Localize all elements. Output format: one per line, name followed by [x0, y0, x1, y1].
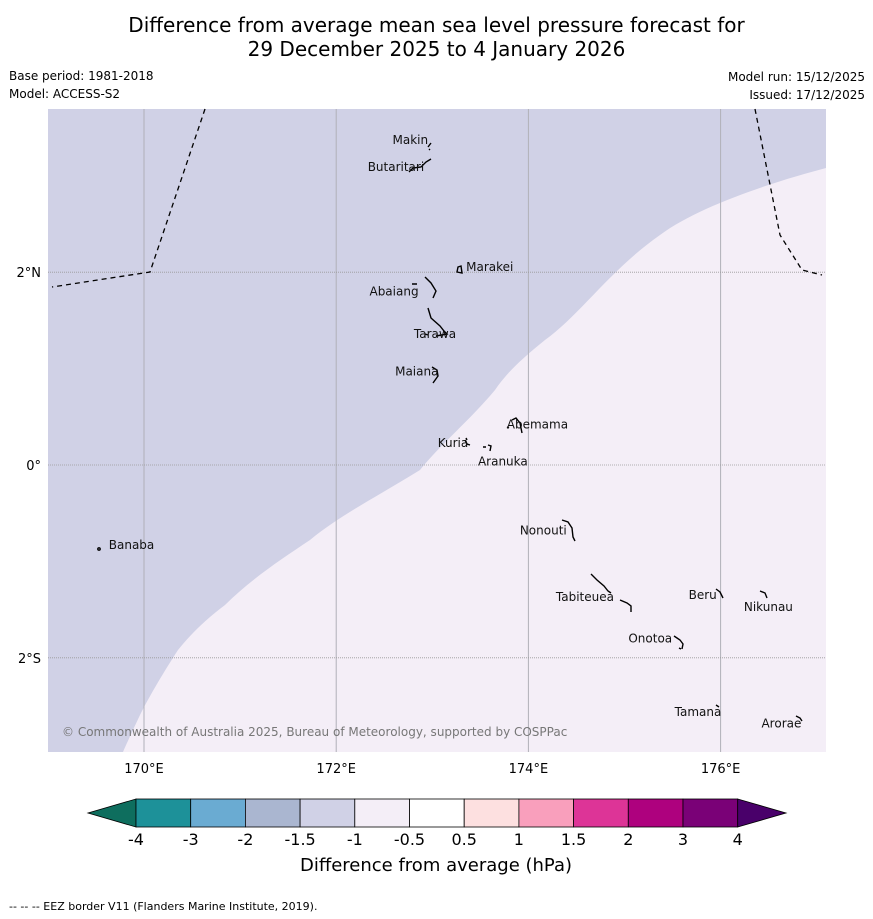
place-label: Marakei	[466, 260, 513, 274]
island-tamana	[715, 704, 720, 708]
colorbar	[86, 798, 788, 828]
colorbar-segment	[627, 798, 684, 828]
island-marakei	[456, 265, 463, 274]
colorbar-under-arrow	[86, 798, 137, 828]
colorbar-segment	[409, 798, 465, 828]
colorbar-segment	[518, 798, 575, 828]
island-beru	[715, 588, 724, 599]
island-arorae	[795, 715, 803, 722]
title-line-1: Difference from average mean sea level p…	[128, 13, 745, 37]
colorbar-tick: 1.5	[561, 830, 586, 849]
colorbar-segment	[190, 798, 246, 828]
place-label: Tabiteuea	[555, 590, 614, 604]
place-label: Butaritari	[368, 160, 425, 174]
colorbar-segment	[244, 798, 301, 828]
eez-border-east	[754, 108, 823, 276]
grid-lines	[48, 109, 826, 752]
colorbar-tick: -4	[128, 830, 144, 849]
colorbar-tick: 3	[678, 830, 688, 849]
colorbar-tick: -1	[347, 830, 363, 849]
place-label: Banaba	[109, 538, 155, 552]
x-axis-labels: 170°E 172°E 174°E 176°E	[124, 762, 740, 777]
colorbar-segment	[682, 798, 739, 828]
island-nikunau	[759, 590, 768, 599]
map-figure: Makin Butaritari Marakei Abaiang Tarawa Maian…	[17, 108, 826, 876]
colorbar-tick-labels: -4 -3 -2 -1.5 -1 -0.5 0.5 1 1.5 2 3 4	[128, 830, 743, 849]
base-period: Base period: 1981-2018	[9, 69, 154, 83]
colorbar-tick: -0.5	[394, 830, 425, 849]
place-label: Maiana	[395, 364, 438, 378]
colorbar-label: Difference from average (hPa)	[300, 855, 572, 876]
place-label: Abemama	[507, 417, 568, 431]
place-label: Aranuka	[478, 455, 528, 469]
island-nonouti	[561, 519, 576, 542]
island-maiana	[431, 366, 439, 384]
place-label: Arorae	[761, 716, 801, 730]
colorbar-tick: 4	[733, 830, 743, 849]
x-tick-label: 172°E	[316, 762, 356, 777]
island-outlines	[97, 142, 803, 722]
place-label: Nikunau	[744, 600, 793, 614]
eez-footnote: -- -- -- EEZ border V11 (Flanders Marine…	[9, 900, 318, 913]
colorbar-segment	[354, 798, 410, 828]
colorbar-segment	[573, 798, 629, 828]
x-tick-label: 176°E	[701, 762, 741, 777]
place-label: Kuria	[438, 436, 469, 450]
y-tick-label: 2°S	[18, 652, 41, 667]
colorbar-segment	[463, 798, 520, 828]
eez-border-west	[51, 108, 206, 288]
title-line-2: 29 December 2025 to 4 January 2026	[247, 37, 626, 61]
island-kuria	[464, 437, 471, 446]
colorbar-segment	[135, 798, 192, 828]
island-butaritari	[408, 158, 432, 173]
colorbar-tick: 2	[623, 830, 633, 849]
place-label: Onotoa	[628, 632, 672, 646]
place-label: Tamana	[674, 705, 722, 719]
place-label: Nonouti	[520, 524, 567, 538]
place-labels: Makin Butaritari Marakei Abaiang Tarawa Maian…	[109, 133, 802, 730]
model-run: Model run: 15/12/2025	[727, 70, 865, 84]
y-tick-label: 0°	[26, 459, 41, 474]
island-abaiang	[412, 276, 437, 299]
island-onotoa	[673, 635, 684, 650]
island-makin	[427, 142, 432, 151]
colorbar-segment	[299, 798, 356, 828]
colorbar-tick: -3	[183, 830, 199, 849]
issued-date: Issued: 17/12/2025	[749, 88, 865, 102]
y-tick-label: 2°N	[17, 266, 42, 281]
copyright-text: © Commonwealth of Australia 2025, Bureau…	[62, 725, 567, 739]
place-label: Abaiang	[369, 284, 418, 298]
field-region-light	[123, 168, 826, 752]
y-axis-labels: 2°N 0° 2°S	[17, 266, 42, 667]
colorbar-tick: 1	[514, 830, 524, 849]
island-tabiteuea	[590, 573, 632, 612]
colorbar-tick: -2	[237, 830, 253, 849]
island-abemama	[506, 417, 523, 434]
colorbar-tick: 0.5	[451, 830, 476, 849]
colorbar-tick: -1.5	[284, 830, 315, 849]
place-label: Beru	[689, 588, 717, 602]
place-label: Makin	[392, 133, 428, 147]
island-tarawa	[424, 307, 449, 337]
x-tick-label: 174°E	[509, 762, 549, 777]
island-banaba	[97, 547, 101, 551]
place-label: Tarawa	[413, 327, 456, 341]
colorbar-over-arrow	[737, 798, 788, 828]
x-tick-label: 170°E	[124, 762, 164, 777]
island-aranuka	[483, 444, 492, 452]
model-name: Model: ACCESS-S2	[9, 87, 121, 101]
